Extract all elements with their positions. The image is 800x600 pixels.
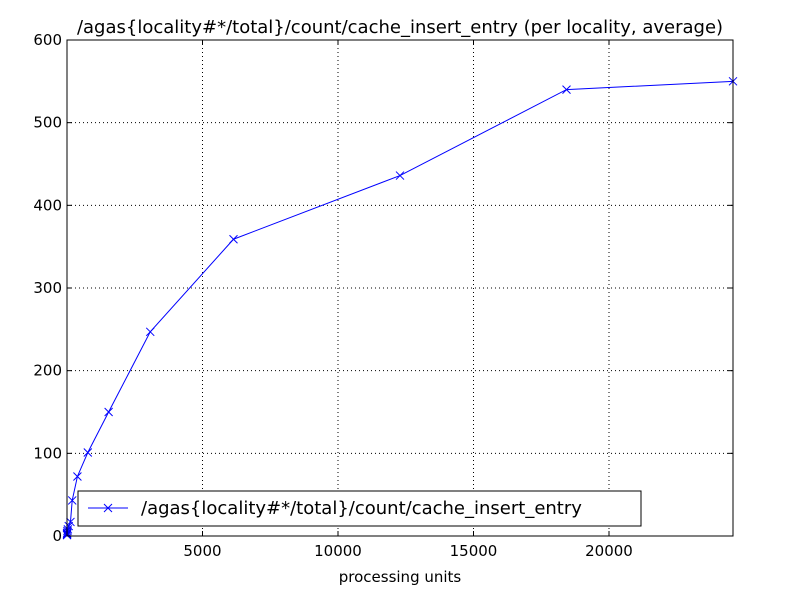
chart-title: /agas{locality#*/total}/count/cache_inse… [77,17,723,38]
y-tick-label: 200 [33,362,62,380]
x-axis-label: processing units [339,568,462,586]
y-tick-label: 0 [52,527,62,545]
data-point-marker [104,407,113,417]
legend-box [77,490,642,527]
data-point-marker [229,234,238,244]
data-point-marker [63,525,73,534]
x-tick-label: 5000 [183,542,221,560]
grid-lines [67,40,733,536]
y-tick-label: 300 [33,279,62,297]
data-point-marker [145,327,155,337]
legend: /agas{locality#*/total}/count/cache_inse… [77,490,642,527]
data-point-marker [67,496,77,505]
data-point-marker [562,85,571,94]
y-tick-label: 400 [33,196,62,214]
y-tick-label: 600 [33,31,62,49]
data-point-marker [395,171,405,180]
x-tick-label: 10000 [314,542,362,560]
axis-ticks: 5000 10000 15000 20000 0 100 200 300 400 500 600 [33,31,733,560]
legend-marker [103,503,113,513]
y-tick-label: 500 [33,114,62,132]
series-line [66,80,734,536]
y-tick-label: 100 [33,444,62,462]
x-tick-label: 20000 [585,542,633,560]
legend-label: /agas{locality#*/total}/count/cache_inse… [141,498,582,519]
data-point-marker [66,517,75,527]
data-point-marker [83,448,93,457]
series-layer [62,76,738,540]
x-tick-label: 15000 [450,542,498,560]
data-point-marker [73,472,82,481]
